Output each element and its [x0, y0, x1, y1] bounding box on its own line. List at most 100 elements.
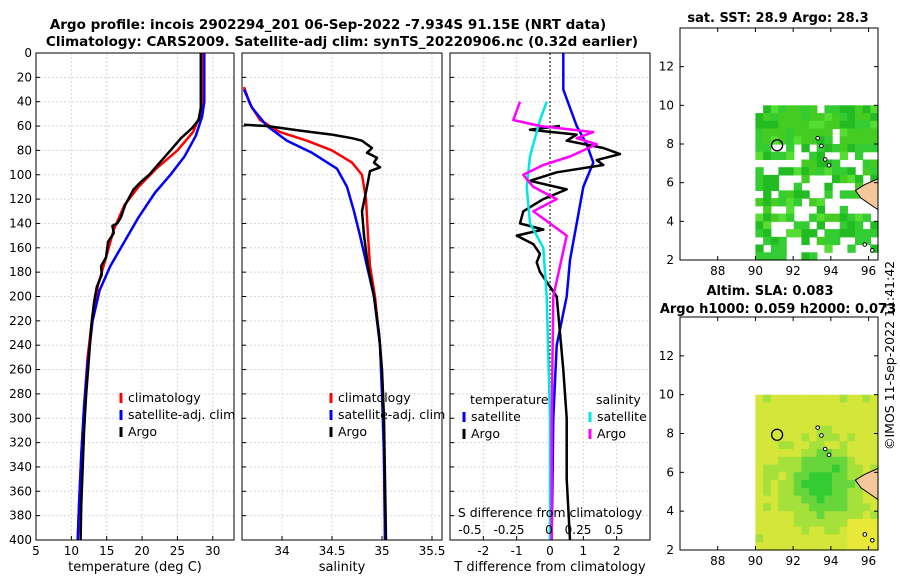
- map-cell: [778, 495, 787, 504]
- map-cell: [755, 433, 764, 442]
- island: [819, 143, 824, 149]
- map-cell: [832, 105, 841, 114]
- y-tick-label: 10: [659, 98, 674, 112]
- map-cell: [824, 534, 833, 543]
- map-cell: [847, 433, 856, 442]
- map-cell: [839, 229, 848, 238]
- map-cell: [816, 495, 825, 504]
- map-cell: [839, 425, 848, 435]
- legend-s-argo-label: Argo: [597, 426, 626, 441]
- map-cell: [870, 449, 879, 458]
- x-tick-label: 94: [823, 554, 838, 568]
- map-cell: [832, 433, 841, 442]
- axes-frame: [241, 52, 443, 541]
- map-cell: [801, 128, 810, 137]
- map-cell: [786, 410, 795, 419]
- x-axis-label-top: S difference from climatology: [458, 505, 643, 520]
- map-cell: [832, 159, 841, 168]
- map-cell: [862, 534, 871, 543]
- map-cell: [847, 425, 856, 435]
- map-cell: [816, 487, 825, 497]
- map-cell: [839, 105, 848, 114]
- map-cell: [770, 151, 780, 160]
- map-cell: [809, 113, 818, 122]
- map-cell: [778, 503, 787, 512]
- map-cell: [763, 151, 772, 160]
- map-cell: [793, 229, 802, 238]
- series-argo: [243, 123, 388, 541]
- x-tick-label: 15: [99, 544, 114, 558]
- map-cell: [786, 480, 795, 489]
- map-cell: [862, 418, 871, 427]
- map-cell: [755, 213, 764, 222]
- map-cell: [809, 402, 818, 411]
- map-cell: [763, 410, 772, 419]
- series-t-satellite: [550, 53, 595, 541]
- map-cell: [832, 167, 841, 176]
- map-cell: [824, 542, 833, 551]
- map-cell: [755, 174, 764, 184]
- map-cell: [862, 495, 871, 504]
- map-cell: [801, 495, 810, 504]
- map-cell: [801, 480, 810, 489]
- y-tick-label: 12: [659, 60, 674, 74]
- map-cell: [809, 511, 818, 520]
- y-tick-label: 8: [666, 137, 674, 151]
- map-cell: [816, 464, 825, 473]
- map-cell: [755, 511, 764, 520]
- map-cell: [862, 425, 871, 435]
- map-cell: [801, 456, 810, 466]
- map-cell: [870, 464, 879, 473]
- map-cell: [855, 144, 864, 153]
- map-cell: [755, 518, 764, 528]
- map-cell: [824, 410, 833, 419]
- map-cell: [786, 433, 795, 442]
- map-cell: [786, 105, 795, 114]
- map-cell: [847, 542, 856, 551]
- map-cell: [801, 542, 810, 551]
- map-cell: [824, 105, 833, 114]
- map-cell: [763, 418, 772, 427]
- island: [826, 162, 832, 168]
- island: [815, 135, 820, 141]
- map-cell: [778, 487, 787, 497]
- map-cell: [778, 113, 787, 122]
- map-cell: [855, 418, 864, 427]
- map-cell: [839, 402, 848, 411]
- map-cell: [816, 236, 825, 246]
- legend-temperature-2-label: Argo: [128, 424, 157, 439]
- legend-temperature-1-label: satellite-adj. clim: [128, 407, 235, 422]
- map-cell: [809, 534, 818, 543]
- y-tick-label: 360: [9, 484, 32, 498]
- map-cell: [770, 511, 780, 520]
- map-cell: [870, 113, 879, 122]
- map-cell: [855, 425, 864, 435]
- map-cell: [839, 190, 848, 199]
- map-cell: [809, 410, 818, 419]
- map-cell: [778, 464, 787, 473]
- x-axis-label: temperature (deg C): [68, 560, 202, 575]
- map-cell: [824, 120, 833, 130]
- map-cell: [778, 441, 787, 450]
- x-tick-label: -1: [511, 544, 523, 558]
- map-cell: [847, 394, 856, 404]
- map-cell: [862, 159, 871, 168]
- map-cell: [755, 472, 764, 481]
- x-tick-label: 94: [823, 264, 838, 278]
- map-cell: [809, 487, 818, 497]
- argo-position-marker: [770, 428, 784, 441]
- map-cell: [778, 213, 787, 222]
- map-cell: [786, 402, 795, 411]
- y-tick-label: 380: [9, 509, 32, 523]
- map-cell: [786, 511, 795, 520]
- legend-t-title: temperature: [470, 392, 549, 407]
- x-tick-label: 35: [374, 544, 389, 558]
- map-cell: [763, 105, 772, 114]
- y-tick-label: 2: [666, 543, 674, 557]
- map-cell: [763, 425, 772, 435]
- map-cell: [793, 136, 802, 145]
- map-cell: [778, 394, 787, 404]
- map-cell: [870, 394, 879, 404]
- title-line-2: Climatology: CARS2009. Satellite-adj cli…: [46, 34, 638, 50]
- legend-temperature-0-label: climatology: [128, 390, 201, 405]
